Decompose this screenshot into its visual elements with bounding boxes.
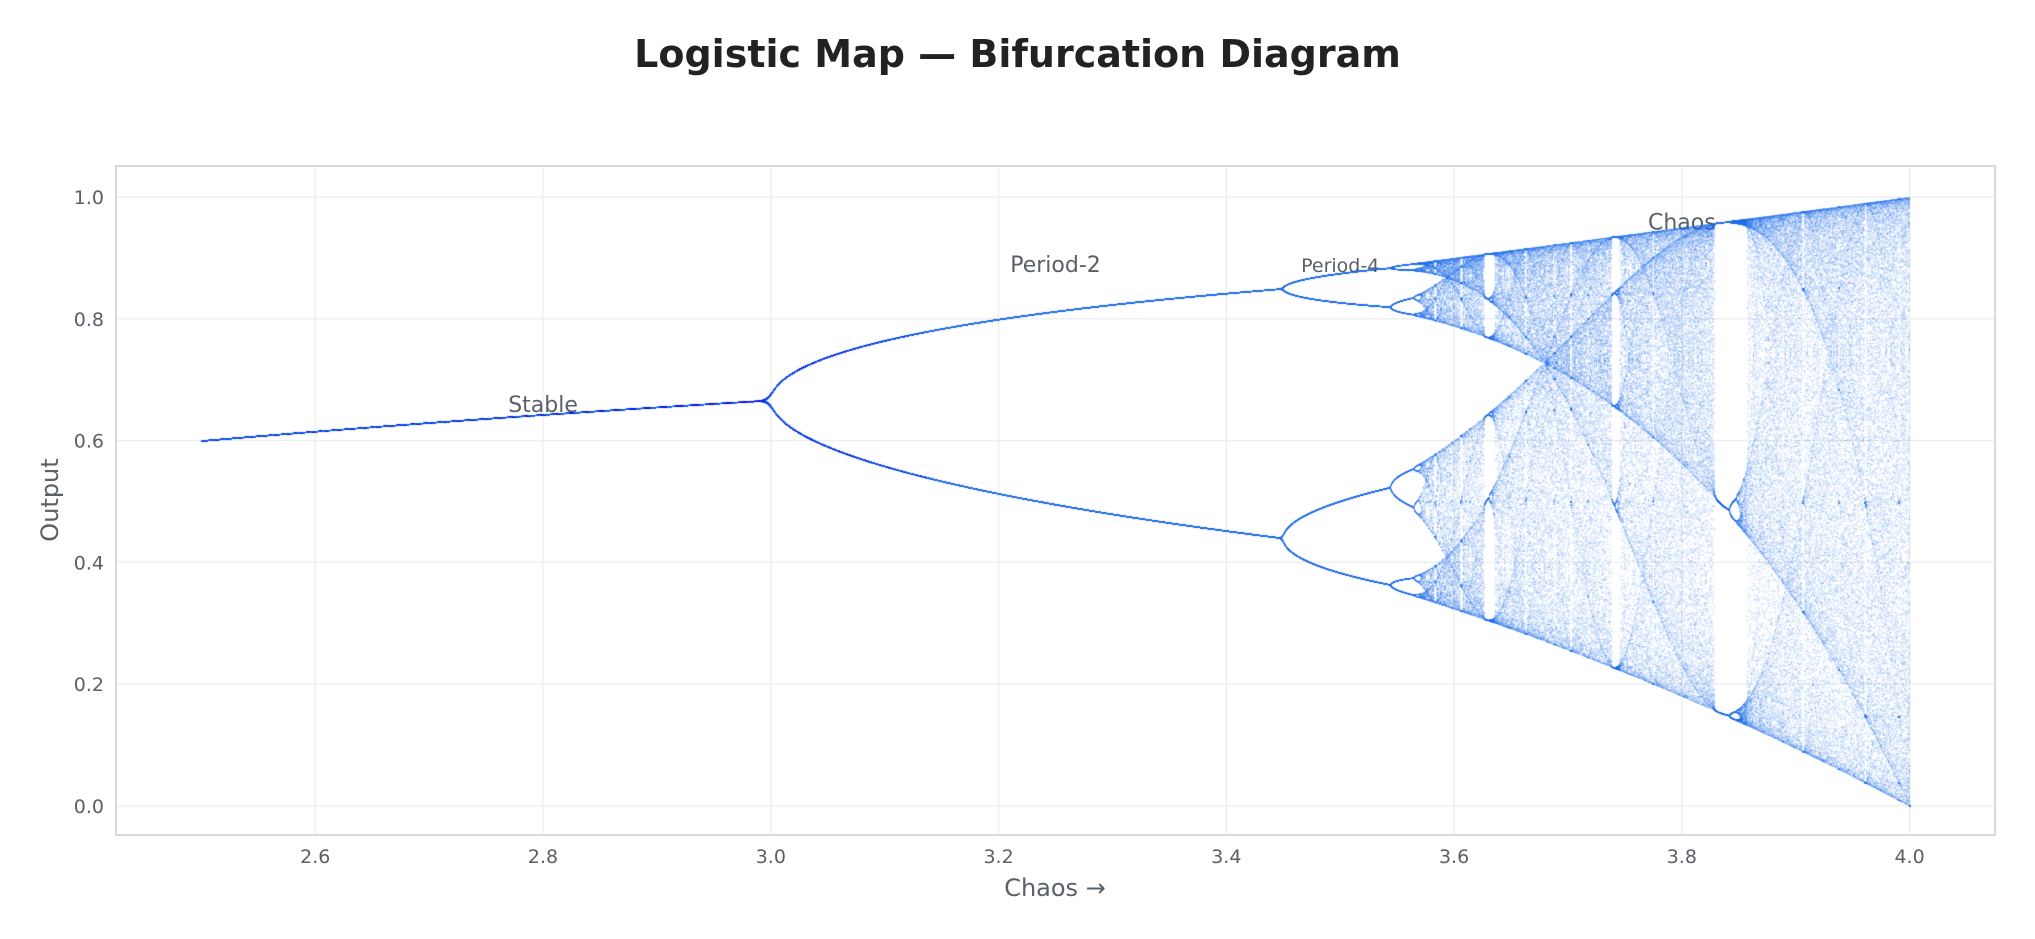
x-tick-label: 4.0 [1894,846,1924,868]
x-axis-label: Chaos → [1004,874,1106,902]
y-ticks: 0.0 0.2 0.4 0.6 0.8 1.0 [74,187,104,818]
bifurcation-points [116,166,1995,835]
y-tick-label: 0.4 [74,552,104,574]
x-tick-label: 3.6 [1439,846,1469,868]
x-tick-label: 2.8 [528,846,558,868]
x-ticks: 2.6 2.8 3.0 3.2 3.4 3.6 3.8 4.0 [300,846,1925,868]
y-tick-label: 0.8 [74,309,104,331]
x-tick-label: 3.4 [1211,846,1241,868]
x-tick-label: 2.6 [300,846,330,868]
x-tick-label: 3.2 [983,846,1013,868]
y-tick-label: 1.0 [74,187,104,209]
chart-title: Logistic Map — Bifurcation Diagram [634,32,1401,76]
y-axis-label: Output [36,458,64,541]
y-tick-label: 0.6 [74,431,104,453]
x-tick-label: 3.8 [1667,846,1697,868]
x-tick-label: 3.0 [756,846,786,868]
y-tick-label: 0.2 [74,674,104,696]
y-tick-label: 0.0 [74,796,104,818]
